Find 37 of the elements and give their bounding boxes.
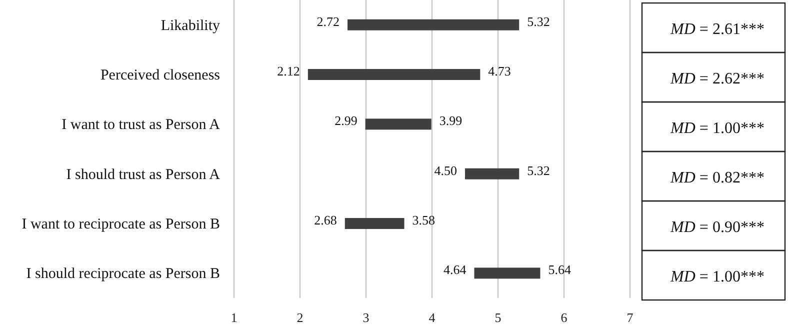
annotation: 4.50 (434, 162, 457, 178)
y-tick-label: Perceived closeness (100, 68, 220, 84)
y-tick-label: I should trust as Person A (66, 166, 220, 183)
annotation: 2.99 (334, 113, 358, 128)
y-tick-label: I want to trust as Person A (62, 117, 220, 134)
x-tick-label: 5 (494, 310, 502, 325)
text: MD = 1.00*** (670, 120, 764, 137)
text: MD = 2.62*** (670, 70, 764, 88)
annotation: 5.32 (527, 14, 550, 29)
x-tick-label: 1 (230, 310, 238, 325)
y-tick-label: Likability (160, 18, 220, 34)
annotation: 3.58 (412, 212, 436, 228)
bar (344, 218, 404, 229)
x-tick-label: 2 (296, 310, 304, 325)
bar (365, 118, 432, 130)
y-tick-label: I should reciprocate as Person B (26, 266, 220, 282)
annotation: 4.73 (488, 64, 511, 78)
bar (348, 19, 520, 30)
annotation: 2.72 (316, 14, 340, 29)
annotation: 3.99 (439, 113, 462, 128)
bar (474, 268, 540, 279)
text: MD = 2.61*** (670, 20, 764, 38)
x-tick-label: 4 (428, 310, 436, 325)
text: MD = 1.00*** (670, 268, 764, 286)
x-tick-label: 7 (626, 310, 634, 325)
text: MD = 0.90*** (670, 218, 764, 236)
annotation: 5.64 (548, 262, 572, 278)
x-tick-label: 3 (362, 310, 370, 325)
annotation: 4.64 (443, 262, 467, 278)
annotation: 5.32 (527, 162, 550, 178)
bar (465, 168, 520, 180)
text: MD = 0.82*** (670, 169, 764, 186)
y-tick-label: I want to reciprocate as Person B (22, 216, 220, 232)
annotation: 2.12 (277, 64, 300, 78)
bar (308, 69, 480, 80)
x-tick-label: 6 (560, 310, 568, 325)
annotation: 2.68 (314, 212, 337, 228)
